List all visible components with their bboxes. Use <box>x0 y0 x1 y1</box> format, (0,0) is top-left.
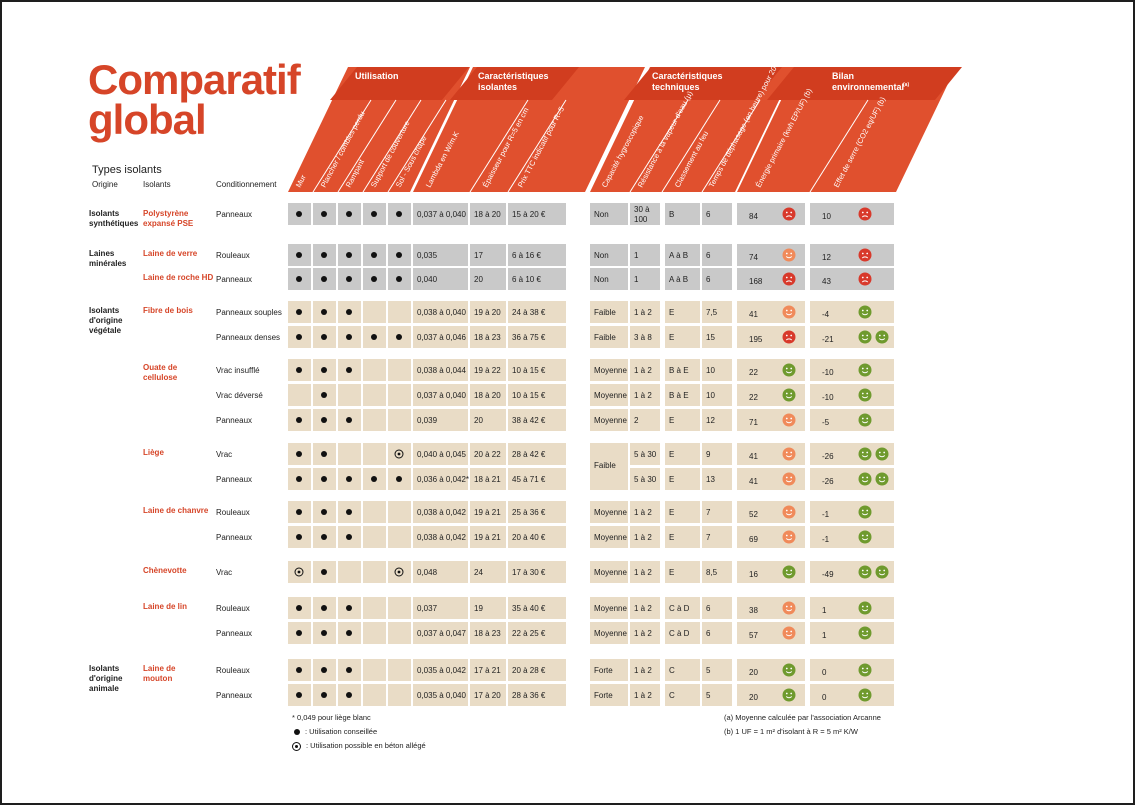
legend-dot-label: : Utilisation conseillée <box>305 727 378 736</box>
material-laine-de-verre: Laine de verre <box>143 249 198 258</box>
footnote-a: (a) Moyenne calculée par l'association A… <box>724 713 881 722</box>
dot-icon <box>294 729 300 736</box>
legend-dot: : Utilisation conseillée <box>294 727 377 736</box>
material-fibre-de-bois: Fibre de bois <box>143 306 193 315</box>
title-line-1: Comparatif <box>88 56 301 103</box>
legend-circle: : Utilisation possible en béton allégé <box>292 741 426 751</box>
origin-vegetale: Isolants d'origine végétale <box>89 306 123 335</box>
material-chenevotte: Chènevotte <box>143 566 187 575</box>
legend-circle-label: : Utilisation possible en béton allégé <box>306 741 426 750</box>
page-title: Comparatif global <box>88 56 301 143</box>
material-laine-de-lin: Laine de lin <box>143 602 188 611</box>
material-pse: Polystyrène expansé PSE <box>143 209 194 228</box>
material-laine-de-chanvre: Laine de chanvre <box>143 506 209 515</box>
column-origine-label: Origine <box>92 180 118 189</box>
origin-synthetiques: Isolants synthétiques <box>89 209 139 228</box>
column-isolants-label: Isolants <box>143 180 171 189</box>
material-ouate: Ouate de cellulose <box>143 363 178 382</box>
title-line-2: global <box>88 96 207 143</box>
footnote-star: * 0,049 pour liège blanc <box>292 713 371 722</box>
material-liege: Liège <box>143 448 164 457</box>
origin-minerales: Laines minérales <box>89 249 127 268</box>
circle-dot-icon <box>292 741 301 751</box>
origin-animale: Isolants d'origine animale <box>89 664 123 693</box>
material-laine-de-mouton: Laine de mouton <box>143 664 176 683</box>
footnote-b: (b) 1 UF = 1 m² d'isolant à R = 5 m² K/W <box>724 727 858 736</box>
column-conditionnement-label: Conditionnement <box>216 180 277 189</box>
types-isolants-label: Types isolants <box>92 164 162 176</box>
material-laine-de-roche: Laine de roche HD <box>143 273 214 282</box>
